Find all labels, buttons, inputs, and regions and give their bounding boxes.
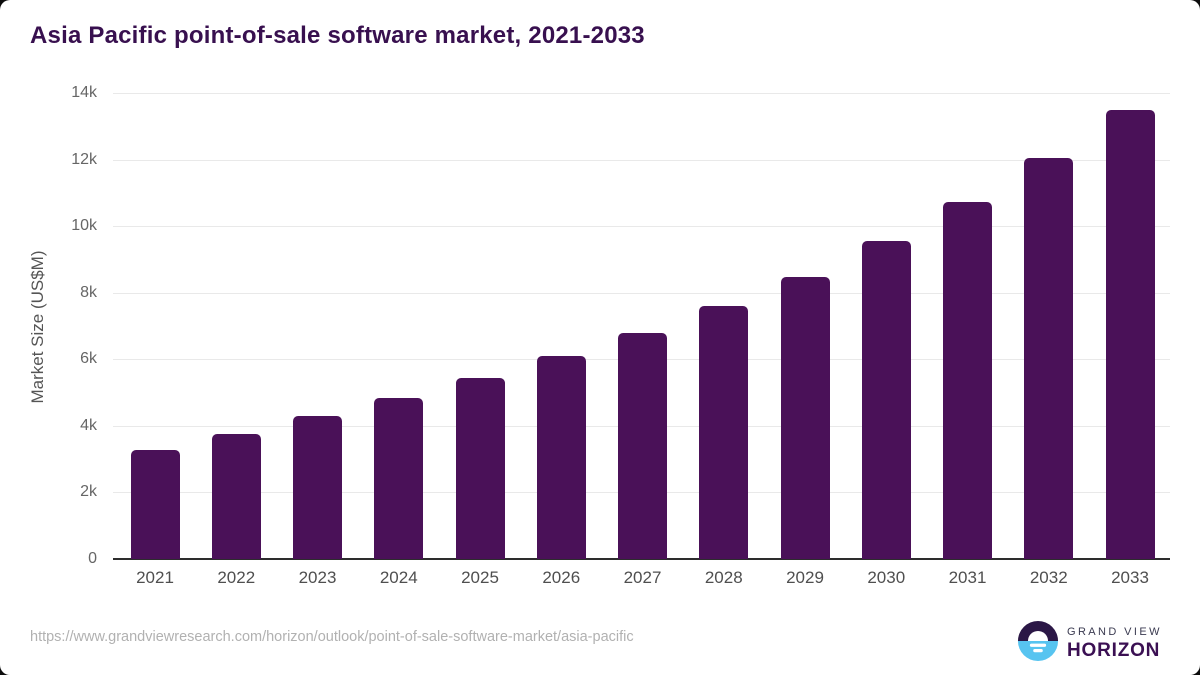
x-tick-label-2029: 2029 — [786, 568, 824, 587]
bar-2021 — [130, 450, 180, 559]
x-tick-label-2022: 2022 — [217, 568, 256, 587]
x-tick-label-2028: 2028 — [704, 568, 743, 587]
grand-view-horizon-logo: GRAND VIEW HORIZON — [1017, 620, 1162, 667]
bar-2025 — [455, 378, 505, 559]
y-tick-label-0: 0 — [88, 550, 97, 567]
sun-over-water-horizon-icon — [1017, 620, 1059, 667]
logo-text-horizon: HORIZON — [1067, 640, 1161, 661]
x-tick-label-2023: 2023 — [298, 568, 337, 587]
bar-2031 — [943, 201, 992, 559]
gridline-14k — [113, 93, 1170, 94]
y-axis-title: Market Size (US$M) — [28, 250, 47, 404]
logo-text: GRAND VIEW HORIZON — [1067, 626, 1162, 661]
y-tick-label-14k: 14k — [71, 84, 97, 101]
bar-2032 — [1024, 157, 1074, 559]
bar-2028 — [699, 305, 749, 559]
bar-2026 — [536, 355, 586, 559]
x-tick-label-2021: 2021 — [136, 568, 174, 587]
source-url: https://www.grandviewresearch.com/horizo… — [30, 629, 634, 645]
bar-2030 — [861, 241, 911, 559]
gridline-12k — [113, 159, 1170, 161]
gridline-10k — [113, 226, 1170, 228]
y-tick-label-4k: 4k — [80, 416, 97, 434]
x-tick-label-2033: 2033 — [1111, 568, 1149, 587]
bar-2024 — [374, 398, 424, 559]
bar-2033 — [1105, 110, 1155, 559]
y-tick-label-8k: 8k — [80, 283, 97, 301]
x-tick-label-2032: 2032 — [1029, 568, 1068, 587]
x-tick-label-2030: 2030 — [867, 568, 906, 587]
x-axis-line — [113, 558, 1170, 560]
x-tick-label-2025: 2025 — [461, 568, 499, 587]
bar-2029 — [780, 276, 830, 559]
y-tick-label-2k: 2k — [80, 483, 97, 501]
x-tick-label-2024: 2024 — [379, 568, 418, 587]
chart-title: Asia Pacific point-of-sale software mark… — [30, 22, 645, 49]
x-tick-label-2031: 2031 — [948, 568, 987, 587]
bar-2022 — [211, 433, 261, 559]
bar-2027 — [618, 332, 667, 559]
logo-text-grand-view: GRAND VIEW — [1067, 626, 1162, 638]
x-tick-label-2026: 2026 — [542, 568, 581, 587]
x-tick-label-2027: 2027 — [623, 568, 662, 587]
gridline-8k — [113, 292, 1170, 294]
y-tick-label-10k: 10k — [71, 217, 97, 235]
y-tick-label-6k: 6k — [80, 350, 97, 368]
bar-2023 — [293, 416, 342, 559]
y-tick-label-12k: 12k — [71, 150, 97, 168]
